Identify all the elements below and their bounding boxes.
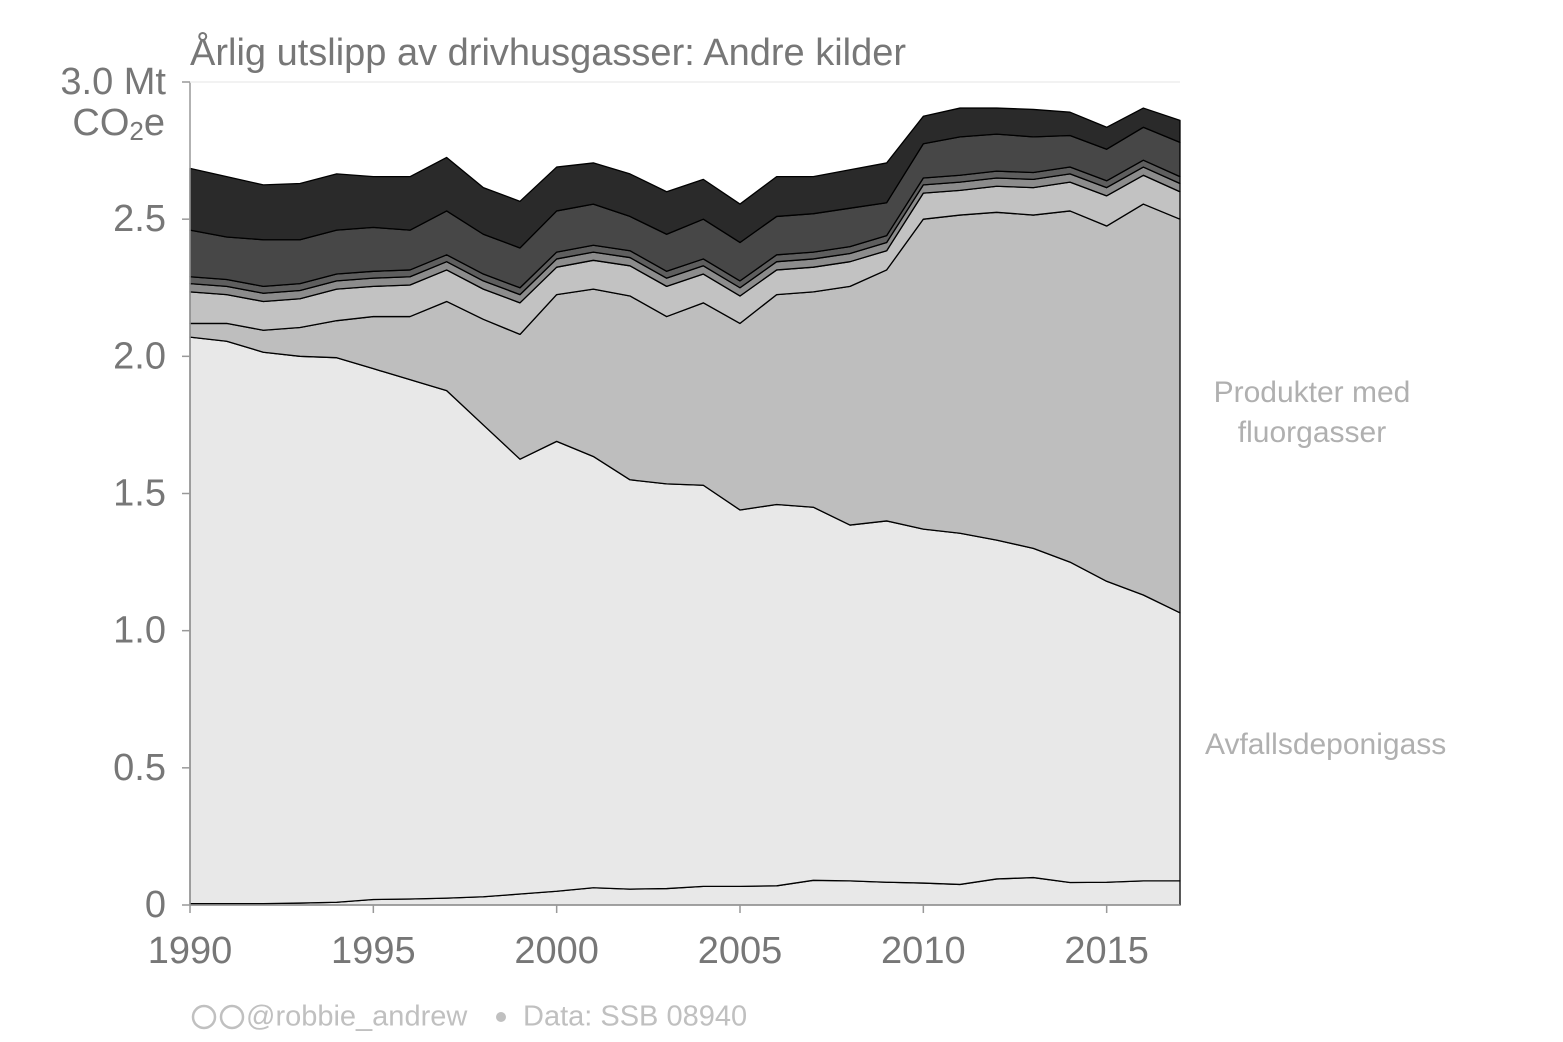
cc-icon xyxy=(191,1004,245,1030)
x-tick-label: 2015 xyxy=(1064,930,1149,972)
separator xyxy=(496,1012,506,1022)
y-tick-label: 3.0 Mt xyxy=(60,61,166,103)
y-tick-label: 2.0 xyxy=(113,335,166,377)
x-tick-label: 2010 xyxy=(881,930,966,972)
series-label: Avfallsdeponigass xyxy=(1205,728,1447,761)
credit: @robbie_andrew xyxy=(246,1001,468,1033)
source: Data: SSB 08940 xyxy=(523,1001,747,1033)
y-tick-label: 2.5 xyxy=(113,198,166,240)
plot-areas xyxy=(189,107,1181,906)
y-tick-label: 0.5 xyxy=(113,747,166,789)
x-tick-label: 1990 xyxy=(148,930,233,972)
x-tick-label: 2000 xyxy=(514,930,599,972)
y-tick-label: 1.5 xyxy=(113,473,166,515)
series-label: Produkter med fluorgasser xyxy=(1213,376,1411,449)
y-tick-label: 0 xyxy=(145,884,166,926)
y-tick-label: 1.0 xyxy=(113,610,166,652)
chart-title: Årlig utslipp av drivhusgasser: Andre ki… xyxy=(190,30,906,74)
area xyxy=(189,107,1181,249)
y-axis-label: CO2e xyxy=(72,102,165,146)
x-tick-label: 1995 xyxy=(331,930,416,972)
x-tick-label: 2005 xyxy=(698,930,783,972)
